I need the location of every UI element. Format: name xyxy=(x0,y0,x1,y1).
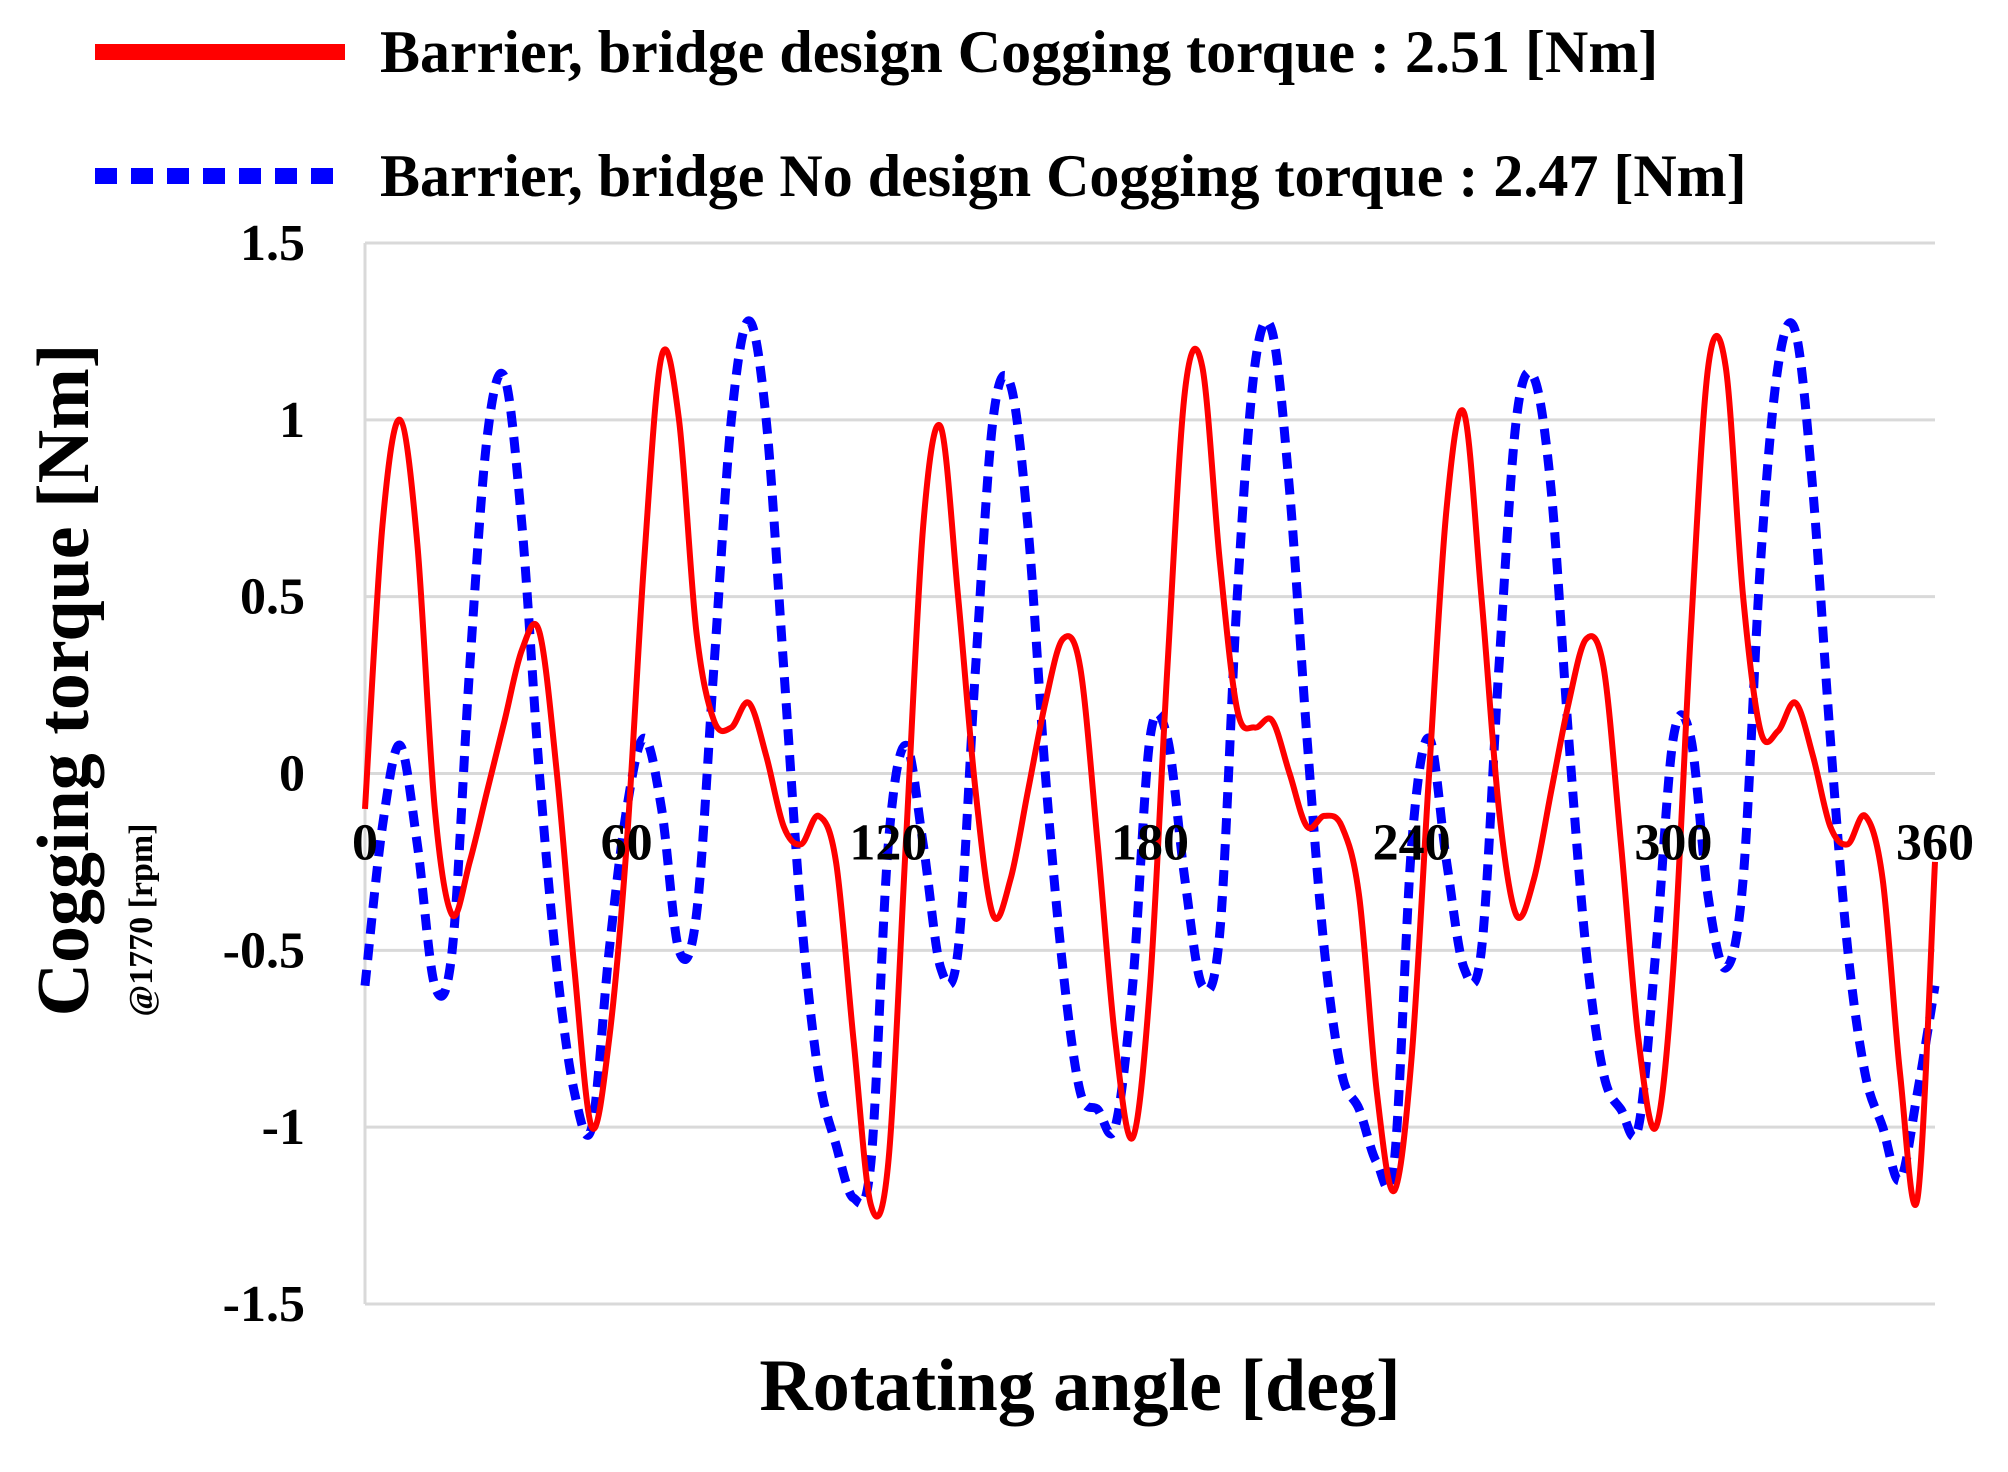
y-tick-label: -0.5 xyxy=(223,922,305,979)
legend: Barrier, bridge design Cogging torque : … xyxy=(95,19,1747,209)
y-tick-label: 1 xyxy=(279,392,305,449)
x-tick-label: 120 xyxy=(849,815,927,872)
y-tick-label: -1.5 xyxy=(223,1276,305,1333)
x-tick-label: 0 xyxy=(352,815,378,872)
y-tick-labels: 1.5 1 0.5 0 -0.5 -1 -1.5 xyxy=(223,215,305,1333)
x-tick-label: 60 xyxy=(601,815,653,872)
x-tick-label: 300 xyxy=(1634,815,1712,872)
plot-area xyxy=(360,241,1940,1306)
y-axis-title: Cogging torque [Nm] xyxy=(23,344,105,1017)
y-axis-subtitle: @1770 [rpm] xyxy=(123,823,160,1016)
legend-label-series-2: Barrier, bridge No design Cogging torque… xyxy=(380,143,1747,209)
x-tick-labels: 0 60 120 180 240 300 360 xyxy=(352,815,1974,872)
x-tick-label: 360 xyxy=(1896,815,1974,872)
series-layer xyxy=(360,316,1940,1220)
y-tick-label: 0 xyxy=(279,746,305,803)
x-tick-label: 180 xyxy=(1111,815,1189,872)
y-tick-label: 1.5 xyxy=(240,215,305,272)
y-tick-label: 0.5 xyxy=(240,569,305,626)
y-tick-label: -1 xyxy=(262,1099,305,1156)
x-axis-title: Rotating angle [deg] xyxy=(759,1345,1400,1427)
x-tick-label: 240 xyxy=(1373,815,1451,872)
legend-label-series-1: Barrier, bridge design Cogging torque : … xyxy=(380,19,1658,85)
series-line-1 xyxy=(362,332,1938,1220)
series-line-2 xyxy=(360,316,1940,1209)
